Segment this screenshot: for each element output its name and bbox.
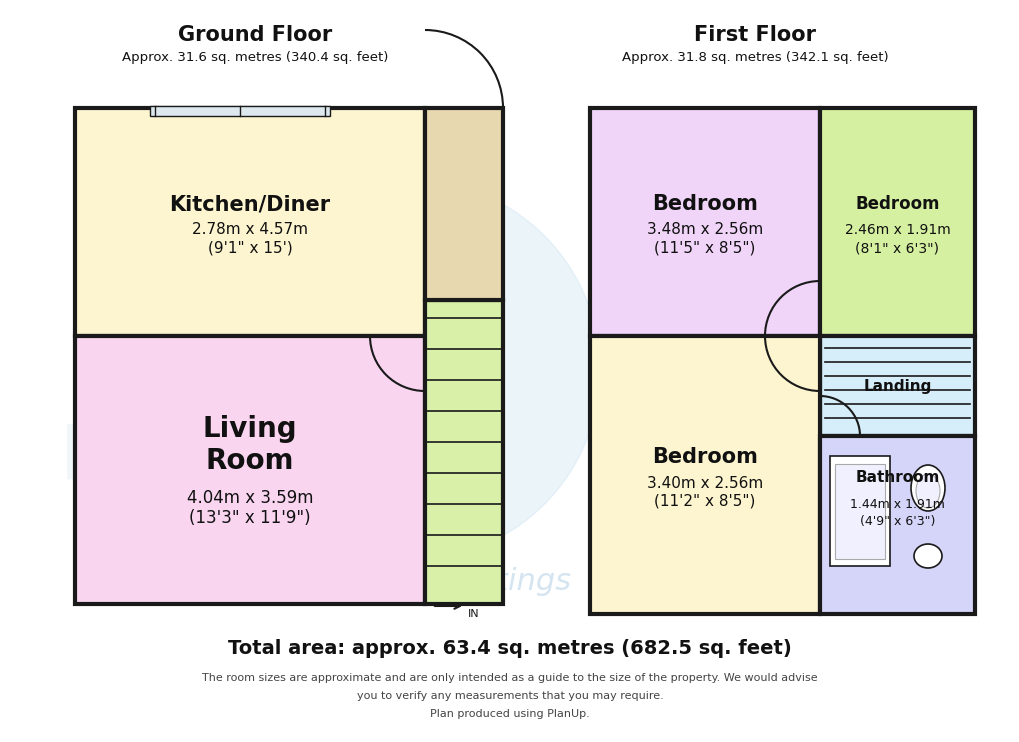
Ellipse shape xyxy=(910,465,944,511)
Text: 1.44m x 1.91m: 1.44m x 1.91m xyxy=(849,497,944,510)
Text: (8'1" x 6'3"): (8'1" x 6'3") xyxy=(855,241,938,255)
Bar xyxy=(75,108,425,336)
Bar xyxy=(150,106,330,116)
Bar xyxy=(425,108,502,300)
Bar xyxy=(819,108,974,336)
Bar xyxy=(589,108,819,336)
Text: 4.04m x 3.59m: 4.04m x 3.59m xyxy=(186,489,313,507)
Bar xyxy=(589,336,819,614)
Text: Bathroom: Bathroom xyxy=(855,470,938,485)
Text: Firs: Firs xyxy=(60,422,221,496)
Text: n: n xyxy=(380,497,434,571)
Bar xyxy=(829,456,890,566)
Text: First Floor: First Floor xyxy=(693,25,815,45)
Text: Landing: Landing xyxy=(862,378,930,393)
Text: Total area: approx. 63.4 sq. metres (682.5 sq. feet): Total area: approx. 63.4 sq. metres (682… xyxy=(228,639,791,657)
Text: Ground Floor: Ground Floor xyxy=(177,25,332,45)
Bar xyxy=(819,336,974,436)
Circle shape xyxy=(220,180,599,560)
Text: Kitchen/Diner: Kitchen/Diner xyxy=(169,194,330,214)
Text: Bedroom: Bedroom xyxy=(651,194,757,214)
Text: Approx. 31.8 sq. metres (342.1 sq. feet): Approx. 31.8 sq. metres (342.1 sq. feet) xyxy=(621,51,888,65)
Text: you to verify any measurements that you may require.: you to verify any measurements that you … xyxy=(357,691,662,701)
Text: Bedroom: Bedroom xyxy=(854,195,938,213)
Text: Living
Room: Living Room xyxy=(203,415,297,475)
Text: The room sizes are approximate and are only intended as a guide to the size of t: The room sizes are approximate and are o… xyxy=(202,673,817,683)
Text: IN: IN xyxy=(468,609,479,619)
Text: Plan produced using PlanUp.: Plan produced using PlanUp. xyxy=(430,709,589,719)
Text: Bedroom: Bedroom xyxy=(651,447,757,467)
Text: (11'2" x 8'5"): (11'2" x 8'5") xyxy=(653,493,755,508)
Bar xyxy=(819,436,974,614)
Text: (9'1" x 15'): (9'1" x 15') xyxy=(208,240,292,255)
Text: (13'3" x 11'9"): (13'3" x 11'9") xyxy=(189,509,311,527)
Bar xyxy=(350,340,470,425)
Text: 3.40m x 2.56m: 3.40m x 2.56m xyxy=(646,476,762,490)
Ellipse shape xyxy=(913,544,942,568)
Bar xyxy=(75,336,425,604)
Bar xyxy=(835,464,884,559)
Text: Approx. 31.6 sq. metres (340.4 sq. feet): Approx. 31.6 sq. metres (340.4 sq. feet) xyxy=(121,51,388,65)
Text: trai: trai xyxy=(239,472,391,546)
Ellipse shape xyxy=(915,474,940,508)
Text: 3.48m x 2.56m: 3.48m x 2.56m xyxy=(646,223,762,237)
Polygon shape xyxy=(337,275,482,340)
Bar xyxy=(391,385,428,425)
Text: 2.78m x 4.57m: 2.78m x 4.57m xyxy=(192,223,308,237)
Text: (11'5" x 8'5"): (11'5" x 8'5") xyxy=(653,240,755,255)
Text: Sales and Lettings: Sales and Lettings xyxy=(289,567,571,596)
Text: 2.46m x 1.91m: 2.46m x 1.91m xyxy=(844,223,950,237)
Text: (4'9" x 6'3"): (4'9" x 6'3") xyxy=(859,516,934,528)
Bar xyxy=(425,300,502,604)
